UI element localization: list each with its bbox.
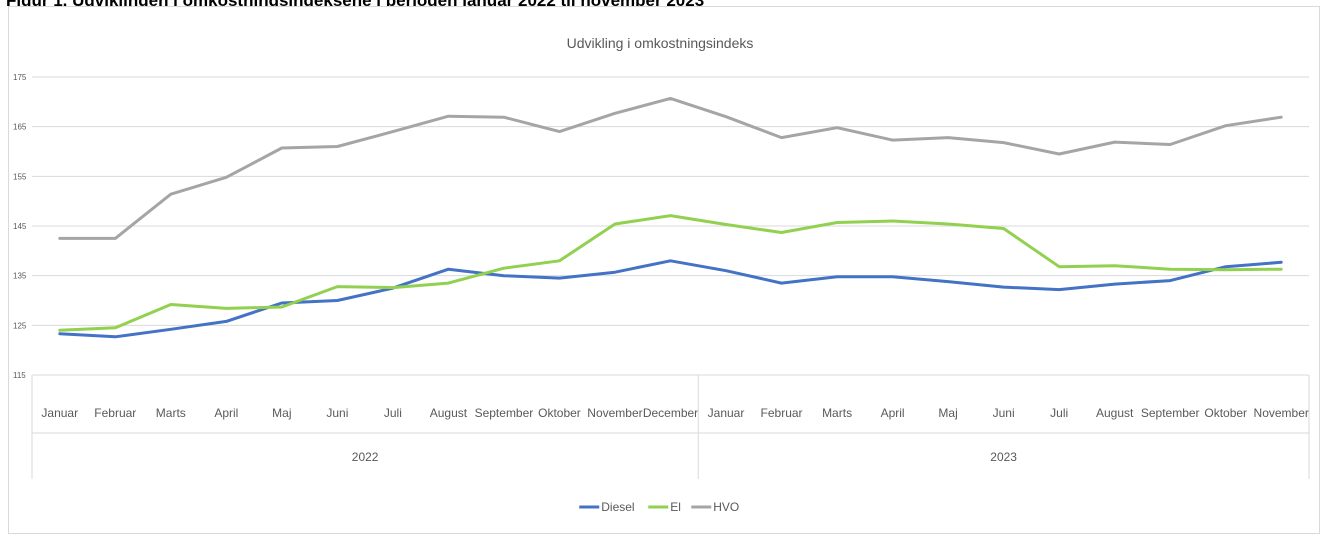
x-tick-label: Maj (272, 406, 291, 420)
series-line-diesel (58, 259, 1283, 339)
legend-label-diesel: Diesel (601, 500, 634, 514)
x-tick-label: Februar (761, 406, 803, 420)
x-tick-label: September (1141, 406, 1200, 420)
x-tick-label: Oktober (1204, 406, 1247, 420)
x-tick-label: December (643, 406, 698, 420)
series-line-el (58, 214, 1283, 332)
x-tick-label: Oktober (538, 406, 581, 420)
series-lines (58, 96, 1283, 339)
chart-area: Udvikling i omkostningsindeks Januar Febr… (8, 6, 1320, 534)
x-tick-label: Juli (1050, 406, 1068, 420)
year-label: 2023 (990, 450, 1017, 464)
x-tick-label: August (1096, 406, 1134, 420)
series-line-hvo (58, 96, 1283, 240)
x-tick-label: Januar (41, 406, 78, 420)
x-tick-label: Januar (708, 406, 745, 420)
x-tick-label: September (475, 406, 534, 420)
x-tick-label: Juni (326, 406, 348, 420)
chart-title: Udvikling i omkostningsindeks (567, 35, 754, 51)
y-tick-label: 125 (13, 321, 27, 330)
x-tick-label: November (1254, 406, 1309, 420)
x-tick-label: April (881, 406, 905, 420)
grid (32, 76, 1309, 376)
x-tick-label: Juli (384, 406, 402, 420)
y-tick-label: 135 (13, 272, 27, 281)
x-tick-label: April (214, 406, 238, 420)
x-axis: Januar Februar Marts April Maj Juni Juli August… (31, 374, 1310, 479)
y-tick-label: 175 (13, 73, 27, 82)
legend: Diesel El HVO (579, 500, 739, 514)
year-label: 2022 (352, 450, 379, 464)
legend-label-el: El (670, 500, 681, 514)
x-tick-label: Juni (993, 406, 1015, 420)
y-tick-label: 115 (13, 371, 26, 380)
x-tick-label: Februar (94, 406, 136, 420)
x-tick-label: November (587, 406, 642, 420)
x-tick-label: August (430, 406, 468, 420)
x-tick-label: Maj (938, 406, 957, 420)
y-tick-label: 155 (13, 172, 27, 181)
x-tick-label: Marts (156, 406, 186, 420)
y-tick-label: 165 (13, 123, 27, 132)
legend-label-hvo: HVO (713, 500, 739, 514)
y-axis: 115 125 135 145 155 165 175 (13, 73, 27, 380)
y-tick-label: 145 (13, 222, 27, 231)
x-tick-label: Marts (822, 406, 852, 420)
figure-caption: Figur 1. Udviklingen i omkostningsindeks… (6, 0, 705, 10)
line-chart: Udvikling i omkostningsindeks Januar Febr… (13, 35, 1310, 514)
